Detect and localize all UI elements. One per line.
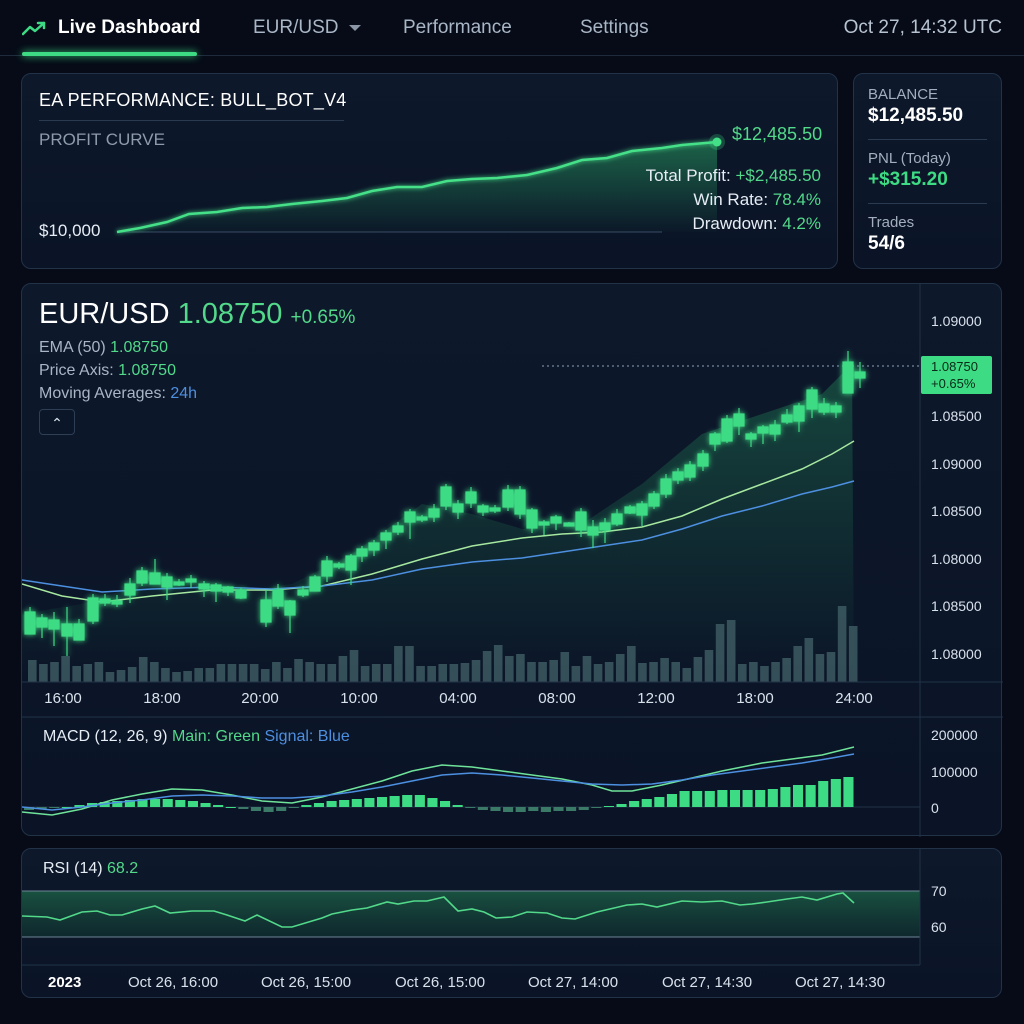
y-axis-tick: 1.08500 (931, 503, 982, 519)
pair-price-header: EUR/USD 1.08750 +0.65% (39, 298, 355, 331)
rsi-x-tick: Oct 26, 15:00 (395, 974, 486, 991)
x-axis-tick: 24:00 (835, 690, 873, 707)
rsi-x-tick: 2023 (48, 974, 82, 991)
balance-label: BALANCE (868, 86, 939, 103)
moving-averages-info: Moving Averages: 24h (39, 385, 198, 402)
x-axis-tick: 04:00 (439, 690, 477, 707)
x-axis-tick: 16:00 (44, 690, 82, 707)
collapse-button[interactable]: ⌃ (39, 409, 75, 435)
drawdown-stat: Drawdown: 4.2% (692, 214, 821, 233)
rsi-y-tick: 70 (931, 883, 947, 899)
tab-label: EUR/USD (253, 17, 339, 38)
rsi-y-tick: 60 (931, 919, 947, 935)
rsi-x-tick: Oct 26, 16:00 (128, 974, 219, 991)
x-axis-tick: 18:00 (143, 690, 181, 707)
divider (868, 203, 987, 204)
ea-performance-card: EA PERFORMANCE: BULL_BOT_V4 PROFIT CURVE… (21, 73, 838, 269)
current-price-tag: 1.08750 +0.65% (921, 356, 992, 394)
pnl-label: PNL (Today) (868, 150, 951, 167)
macd-y-tick: 200000 (931, 727, 978, 743)
performance-title: EA PERFORMANCE: BULL_BOT_V4 (39, 90, 347, 110)
trending-up-icon (22, 21, 46, 36)
x-axis-tick: 08:00 (538, 690, 576, 707)
macd-legend: MACD (12, 26, 9) Main: Green Signal: Blu… (43, 728, 350, 745)
profit-curve-chart (116, 134, 725, 234)
tab-settings[interactable]: Settings (580, 17, 649, 39)
divider (868, 139, 987, 140)
profit-curve-label: PROFIT CURVE (39, 130, 165, 149)
x-axis-tick: 10:00 (340, 690, 378, 707)
tab-performance[interactable]: Performance (403, 17, 512, 39)
tab-label: Settings (580, 17, 649, 38)
ema-info: EMA (50) 1.08750 (39, 339, 168, 356)
rsi-legend: RSI (14) 68.2 (43, 860, 139, 877)
x-axis-tick: 20:00 (241, 690, 279, 707)
pair-selector-dropdown[interactable]: EUR/USD (253, 17, 361, 39)
y-axis-tick: 1.08000 (931, 646, 982, 662)
y-axis-tick: 1.08500 (931, 408, 982, 424)
price-axis-info: Price Axis: 1.08750 (39, 362, 176, 379)
rsi-chart (22, 849, 921, 966)
y-axis-tick: 1.08500 (931, 598, 982, 614)
caret-down-icon (348, 24, 361, 31)
total-profit-stat: Total Profit: +$2,485.50 (645, 166, 821, 185)
trades-label: Trades (868, 214, 915, 231)
tab-live-dashboard[interactable]: Live Dashboard (22, 17, 201, 39)
balance-value: $12,485.50 (868, 105, 964, 126)
rsi-x-tick: Oct 27, 14:30 (795, 974, 886, 991)
rsi-card: RSI (14) 68.2 70 60 2023 Oct 26, 16:00 O… (21, 848, 1002, 998)
price-change: +0.65% (290, 307, 356, 328)
y-axis-tick: 1.09000 (931, 456, 982, 472)
rsi-x-tick: Oct 27, 14:30 (662, 974, 753, 991)
macd-y-tick: 0 (931, 800, 939, 816)
macd-chart (22, 746, 920, 816)
current-datetime: Oct 27, 14:32 UTC (843, 17, 1002, 38)
pair-name: EUR/USD (39, 298, 170, 330)
pnl-value: +$315.20 (868, 169, 948, 190)
top-navigation: Live Dashboard EUR/USD Performance Setti… (0, 0, 1024, 56)
win-rate-stat: Win Rate: 78.4% (693, 190, 821, 209)
macd-y-tick: 100000 (931, 764, 978, 780)
active-tab-indicator (22, 52, 197, 56)
x-axis-tick: 18:00 (736, 690, 774, 707)
tab-label: Performance (403, 17, 512, 38)
balance-block: BALANCE $12,485.50 (868, 86, 987, 127)
x-axis-tick: 12:00 (637, 690, 675, 707)
rsi-x-tick: Oct 26, 15:00 (261, 974, 352, 991)
y-axis-tick: 1.09000 (931, 313, 982, 329)
start-balance-label: $10,000 (39, 221, 101, 240)
rsi-x-tick: Oct 27, 14:00 (528, 974, 619, 991)
end-balance-label: $12,485.50 (732, 124, 823, 144)
macd-panel: MACD (12, 26, 9) Main: Green Signal: Blu… (22, 717, 1003, 837)
y-axis-tick: 1.08000 (931, 551, 982, 567)
tab-label: Live Dashboard (58, 17, 201, 38)
performance-stats: Total Profit: +$2,485.50 Win Rate: 78.4%… (646, 164, 821, 236)
account-summary-card: BALANCE $12,485.50 PNL (Today) +$315.20 … (853, 73, 1002, 269)
chevron-up-icon: ⌃ (51, 415, 63, 431)
trades-block: Trades 54/6 (868, 214, 987, 255)
divider (39, 120, 344, 121)
pnl-block: PNL (Today) +$315.20 (868, 150, 987, 191)
current-price: 1.08750 (177, 298, 283, 330)
trades-value: 54/6 (868, 233, 905, 254)
price-chart-card: EUR/USD 1.08750 +0.65% EMA (50) 1.08750 … (21, 283, 1003, 837)
candlestick-chart[interactable] (22, 284, 1003, 837)
